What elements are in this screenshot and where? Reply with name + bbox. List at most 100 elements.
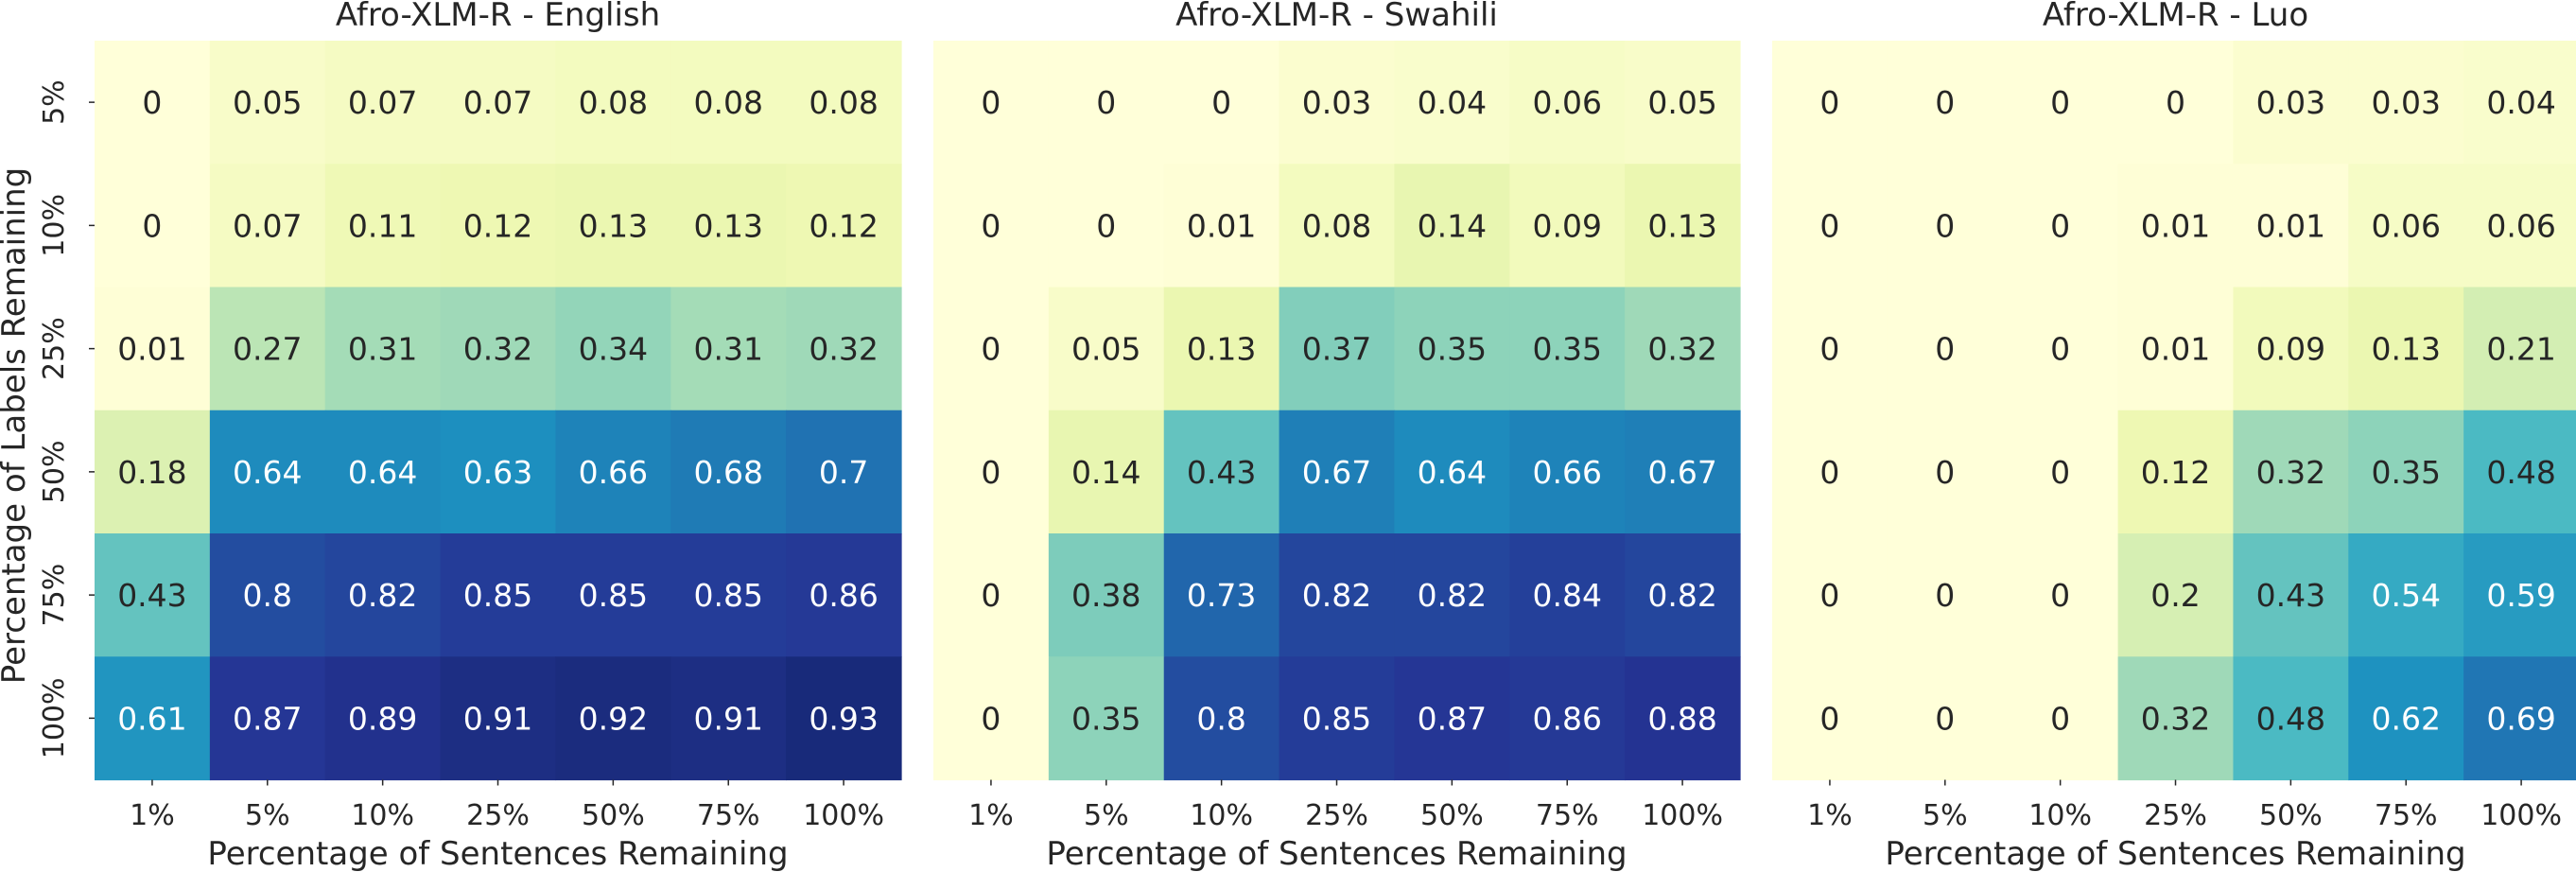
cell-value-label: 0.43 — [1187, 454, 1256, 491]
cell-value-label: 0.82 — [1418, 577, 1487, 614]
cell-value-label: 0.09 — [2256, 331, 2325, 368]
x-axis-label: Percentage of Sentences Remaining — [1046, 835, 1627, 872]
heatmap-cell — [933, 410, 1050, 534]
heatmap-cell — [2463, 656, 2576, 781]
heatmap-cell — [95, 41, 211, 165]
cell-value-label: 0.66 — [579, 454, 648, 491]
cell-value-label: 0 — [2050, 84, 2070, 121]
cell-value-label: 0.86 — [809, 577, 878, 614]
cell-value-label: 0.64 — [233, 454, 302, 491]
cell-value-label: 0.48 — [2256, 700, 2325, 737]
heatmap-cell — [1772, 533, 1888, 657]
heatmap-cell — [209, 164, 326, 288]
cell-value-label: 0 — [981, 454, 1001, 491]
heatmap-cell — [95, 656, 211, 781]
cell-value-label: 0 — [981, 700, 1001, 737]
heatmap-cell — [324, 656, 442, 781]
heatmap-cell — [1048, 164, 1165, 288]
cell-value-label: 0.43 — [117, 577, 186, 614]
heatmap-cell — [786, 533, 902, 657]
heatmap-cell — [95, 410, 211, 534]
heatmap-cell — [440, 164, 557, 288]
cell-value-label: 0 — [1819, 577, 1839, 614]
heatmap-cell — [1048, 533, 1165, 657]
heatmap-cell — [2117, 287, 2235, 411]
heatmap-cell — [2002, 410, 2119, 534]
heatmap-cell — [2463, 533, 2576, 657]
cell-value-label: 0.43 — [2256, 577, 2325, 614]
cell-value-label: 0 — [2166, 84, 2185, 121]
x-tick-label: 10% — [1190, 799, 1253, 832]
heatmap-panel: Afro-XLM-R - Swahili 0 0 0 0.03 0.04 0.06 0.05 0… — [933, 0, 1741, 872]
heatmap-cell — [1279, 533, 1396, 657]
heatmap-cell — [1887, 287, 2004, 411]
cell-value-label: 0.09 — [1532, 207, 1601, 244]
heatmap-cell — [1625, 287, 1741, 411]
heatmap-cell — [1163, 656, 1280, 781]
cell-value-label: 0.7 — [819, 454, 868, 491]
heatmap-cell — [670, 41, 787, 165]
heatmap-cell — [324, 410, 442, 534]
heatmap-cell — [1048, 287, 1165, 411]
cell-value-label: 0.85 — [693, 577, 762, 614]
cell-value-label: 0.35 — [2371, 454, 2440, 491]
heatmap-cell — [2348, 533, 2464, 657]
heatmap-cell — [2002, 287, 2119, 411]
heatmap-cell — [1509, 656, 1626, 781]
heatmap-cell — [440, 410, 557, 534]
cell-value-label: 0 — [981, 207, 1001, 244]
cell-value-label: 0.32 — [809, 331, 878, 368]
heatmap-cell — [209, 410, 326, 534]
cell-value-label: 0.13 — [2371, 331, 2440, 368]
heatmap-cell — [1163, 164, 1280, 288]
heatmap-cell — [555, 656, 671, 781]
cell-value-label: 0.91 — [463, 700, 532, 737]
heatmap-cell — [95, 164, 211, 288]
heatmap-cell — [1509, 41, 1626, 165]
cell-value-label: 0.01 — [117, 331, 186, 368]
heatmap-cell — [670, 410, 787, 534]
cell-value-label: 0.01 — [2141, 207, 2210, 244]
y-tick-label: 100% — [38, 677, 71, 759]
heatmap-cell — [440, 656, 557, 781]
heatmap-cell — [1887, 410, 2004, 534]
cell-value-label: 0.67 — [1302, 454, 1371, 491]
heatmap-cell — [1887, 656, 2004, 781]
cell-value-label: 0.05 — [1071, 331, 1140, 368]
cell-value-label: 0.01 — [2256, 207, 2325, 244]
heatmap-cell — [1887, 533, 2004, 657]
cell-value-label: 0.85 — [463, 577, 532, 614]
cell-value-label: 0.12 — [2141, 454, 2210, 491]
cell-value-label: 0.64 — [1418, 454, 1487, 491]
cell-value-label: 0.84 — [1532, 577, 1601, 614]
cell-value-label: 0 — [1819, 331, 1839, 368]
heatmap-cell — [786, 164, 902, 288]
heatmap-cell — [1048, 41, 1165, 165]
x-tick-label: 100% — [803, 799, 884, 832]
heatmap-cell — [1279, 287, 1396, 411]
cell-value-label: 0.08 — [579, 84, 648, 121]
cell-value-label: 0.69 — [2486, 700, 2555, 737]
x-tick-label: 75% — [1536, 799, 1599, 832]
heatmap-cell — [1048, 656, 1165, 781]
cell-value-label: 0.01 — [2141, 331, 2210, 368]
heatmap-cell — [440, 41, 557, 165]
heatmap-cell — [324, 41, 442, 165]
cell-value-label: 0.82 — [348, 577, 417, 614]
heatmap-cell — [2002, 656, 2119, 781]
cell-value-label: 0.05 — [233, 84, 302, 121]
cell-value-label: 0 — [1935, 454, 1955, 491]
heatmap-cell — [2117, 41, 2235, 165]
cell-value-label: 0.13 — [1187, 331, 1256, 368]
cell-value-label: 0 — [2050, 454, 2070, 491]
cell-value-label: 0 — [2050, 331, 2070, 368]
cell-value-label: 0.14 — [1418, 207, 1487, 244]
cell-value-label: 0.82 — [1647, 577, 1716, 614]
cell-value-label: 0.12 — [463, 207, 532, 244]
cell-value-label: 0.03 — [1302, 84, 1371, 121]
heatmap-cell — [933, 533, 1050, 657]
cell-value-label: 0.31 — [693, 331, 762, 368]
heatmap-cell — [2002, 41, 2119, 165]
heatmap-cell — [324, 287, 442, 411]
heatmap-cell — [2348, 41, 2464, 165]
